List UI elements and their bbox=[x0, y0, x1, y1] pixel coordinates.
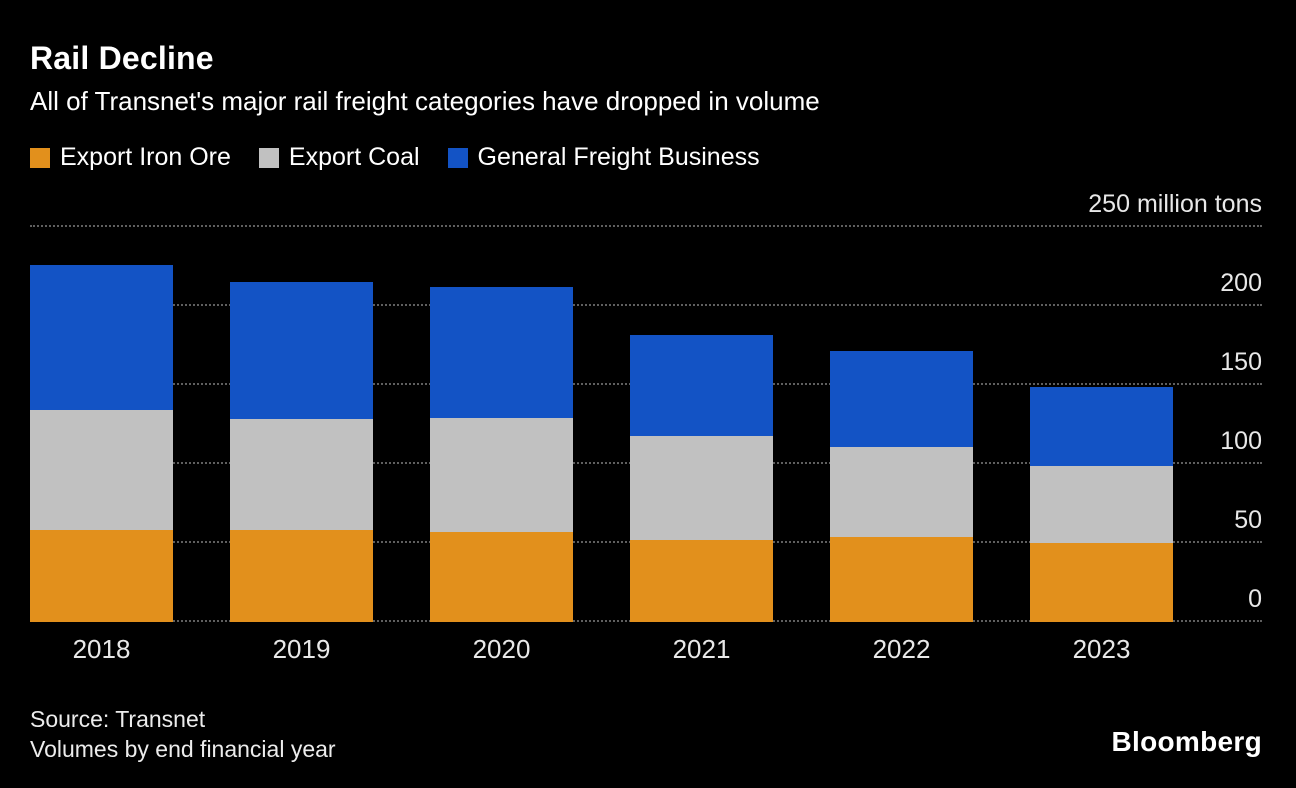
y-tick-label: 150 bbox=[1220, 348, 1262, 376]
bar-segment bbox=[430, 287, 573, 418]
legend-swatch bbox=[447, 147, 468, 168]
gridline-200 bbox=[30, 304, 1262, 306]
source-text: Source: Transnet bbox=[30, 706, 206, 732]
bar-segment bbox=[1030, 387, 1173, 466]
bar-segment bbox=[430, 418, 573, 532]
y-tick-label: 250 million tons bbox=[1088, 190, 1262, 218]
bar-segment bbox=[230, 282, 373, 419]
chart-subtitle: All of Transnet's major rail freight cat… bbox=[30, 86, 820, 116]
bar-2020 bbox=[430, 287, 573, 622]
x-axis-label: 2020 bbox=[472, 634, 531, 664]
bar-segment bbox=[830, 537, 973, 622]
legend-label: Export Coal bbox=[288, 143, 420, 171]
x-axis-label: 2022 bbox=[872, 634, 931, 664]
bar-segment bbox=[30, 410, 173, 530]
gridline-250 bbox=[30, 225, 1262, 227]
bar-segment bbox=[1030, 543, 1173, 622]
plot-area: 0 50 100 150 200 250 million tons bbox=[30, 190, 1262, 622]
x-axis-label: 2021 bbox=[672, 634, 731, 664]
bar-segment bbox=[1030, 466, 1173, 543]
y-tick-label: 0 bbox=[1248, 585, 1262, 613]
legend-swatch bbox=[258, 147, 279, 168]
legend-label: Export Iron Ore bbox=[60, 143, 231, 171]
legend-item: Export Coal bbox=[258, 143, 420, 172]
y-tick-label: 100 bbox=[1220, 427, 1262, 455]
legend-item: General Freight Business bbox=[447, 143, 760, 172]
bar-2022 bbox=[830, 351, 973, 622]
bar-segment bbox=[430, 532, 573, 622]
chart-title: Rail Decline bbox=[30, 40, 214, 76]
x-axis-label: 2023 bbox=[1072, 634, 1131, 664]
bar-segment bbox=[230, 530, 373, 622]
bar-segment bbox=[30, 265, 173, 410]
footnote-text: Volumes by end financial year bbox=[30, 736, 336, 762]
y-tick-label: 200 bbox=[1220, 269, 1262, 297]
bar-2018 bbox=[30, 265, 173, 622]
y-tick-label: 50 bbox=[1234, 506, 1262, 534]
legend-item: Export Iron Ore bbox=[30, 143, 231, 172]
legend-swatch bbox=[30, 147, 50, 168]
bar-segment bbox=[630, 436, 773, 540]
x-axis-label: 2018 bbox=[72, 634, 131, 664]
bar-2019 bbox=[230, 282, 373, 622]
legend-label: General Freight Business bbox=[477, 143, 760, 171]
x-axis-label: 2019 bbox=[272, 634, 331, 664]
bar-segment bbox=[230, 419, 373, 530]
bar-2021 bbox=[630, 335, 773, 622]
legend: Export Iron Ore Export Coal General Freigh… bbox=[30, 143, 760, 172]
bar-segment bbox=[630, 540, 773, 622]
source-note: Source: Transnet Volumes by end financia… bbox=[30, 704, 336, 764]
bar-segment bbox=[30, 530, 173, 622]
bloomberg-logo: Bloomberg bbox=[1111, 726, 1262, 757]
bar-segment bbox=[830, 447, 973, 537]
bar-2023 bbox=[1030, 387, 1173, 622]
bar-segment bbox=[830, 351, 973, 447]
x-axis: 2018 2019 2020 2021 2022 2023 bbox=[30, 634, 1262, 670]
bar-segment bbox=[630, 335, 773, 436]
